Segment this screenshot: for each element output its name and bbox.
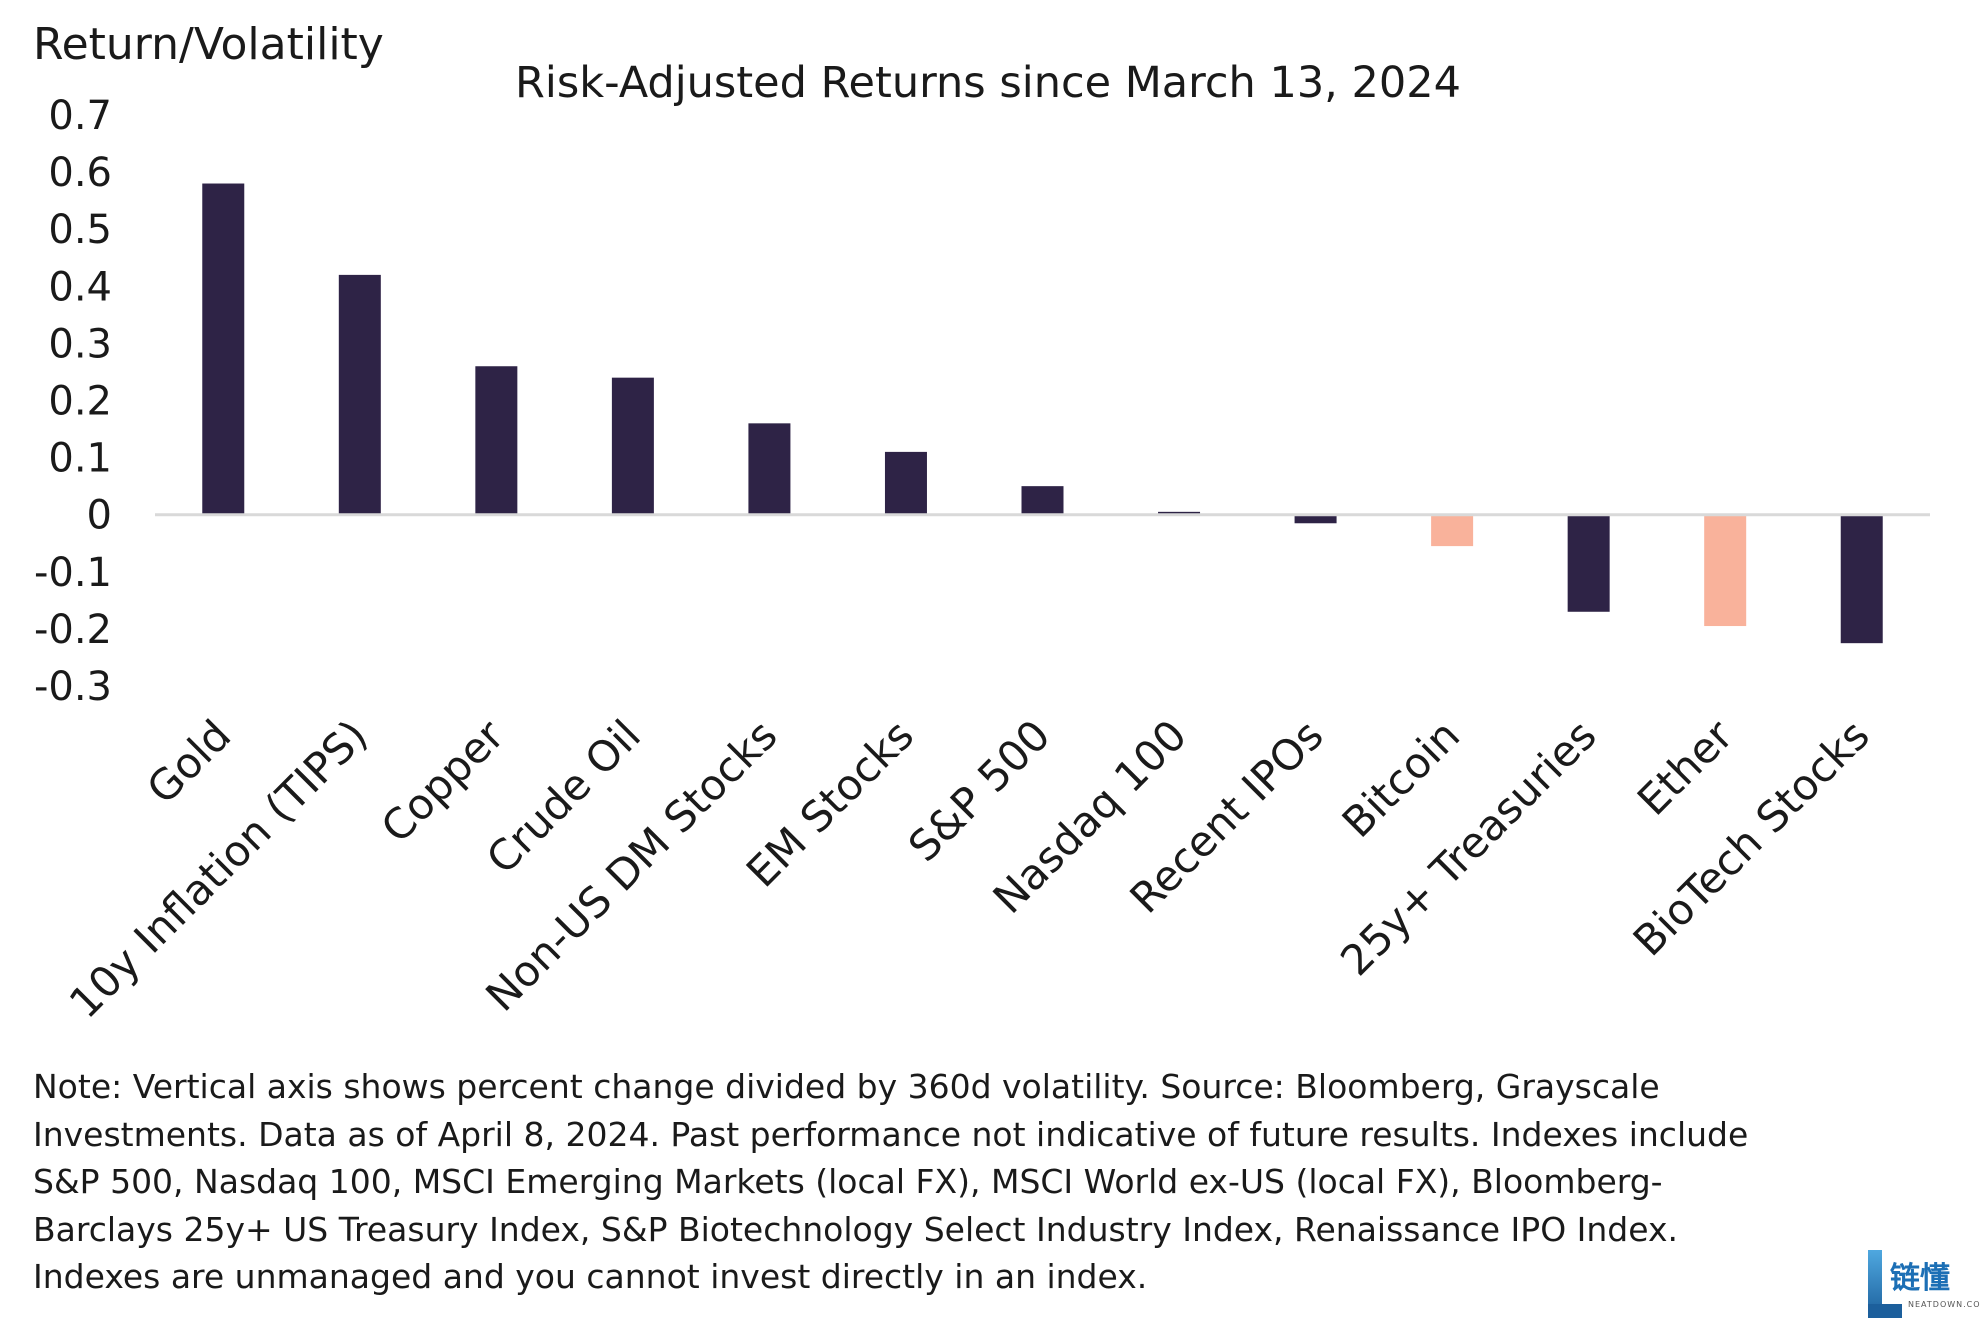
note-line: Indexes are unmanaged and you cannot inv… xyxy=(33,1257,1148,1296)
y-tick-label: 0.4 xyxy=(48,264,112,310)
x-tick-label: 25y+ Treasuries xyxy=(1331,710,1606,985)
y-tick-label: 0.3 xyxy=(48,321,112,367)
bar xyxy=(1704,514,1747,627)
logo-mark-icon xyxy=(1868,1250,1882,1318)
x-tick-label: Copper xyxy=(372,710,514,852)
watermark-logo: 链懂 NEATDOWN.COM xyxy=(1868,1250,1980,1321)
note-line: Note: Vertical axis shows percent change… xyxy=(33,1067,1660,1106)
bar xyxy=(1567,514,1610,612)
y-tick-label: 0.7 xyxy=(48,93,112,139)
x-tick-label: Ether xyxy=(1628,710,1743,825)
y-axis-label: Return/Volatility xyxy=(33,19,384,70)
bar xyxy=(884,451,927,515)
y-tick-label: -0.3 xyxy=(34,664,112,710)
y-tick-label: 0.6 xyxy=(48,150,112,196)
note-line: S&P 500, Nasdaq 100, MSCI Emerging Marke… xyxy=(33,1162,1663,1201)
y-tick-label: 0.1 xyxy=(48,436,112,482)
bar xyxy=(1431,514,1474,547)
chart-footnote: Note: Vertical axis shows percent change… xyxy=(33,1063,1913,1301)
chart-title: Risk-Adjusted Returns since March 13, 20… xyxy=(515,58,1461,108)
y-tick-label: 0 xyxy=(87,493,112,539)
note-line: Investments. Data as of April 8, 2024. P… xyxy=(33,1114,1749,1154)
bar xyxy=(611,377,654,515)
bar xyxy=(1840,514,1883,644)
x-tick-label: BioTech Stocks xyxy=(1624,710,1879,965)
bar xyxy=(1294,514,1337,524)
y-tick-label: 0.5 xyxy=(48,207,112,253)
y-tick-label: 0.2 xyxy=(48,379,112,425)
bar xyxy=(202,183,245,515)
note-line: Barclays 25y+ US Treasury Index, S&P Bio… xyxy=(33,1209,1678,1249)
y-tick-label: -0.1 xyxy=(34,550,112,596)
logo-text: 链懂 xyxy=(1890,1261,1950,1296)
bar xyxy=(748,423,791,515)
y-tick-label: -0.2 xyxy=(34,607,112,653)
bar xyxy=(475,366,518,515)
x-tick-label: Gold xyxy=(137,710,240,813)
x-tick-label: Bitcoin xyxy=(1333,710,1469,846)
logo-subtext: NEATDOWN.COM xyxy=(1908,1300,1980,1309)
bar xyxy=(338,274,381,515)
bar xyxy=(1021,486,1064,515)
